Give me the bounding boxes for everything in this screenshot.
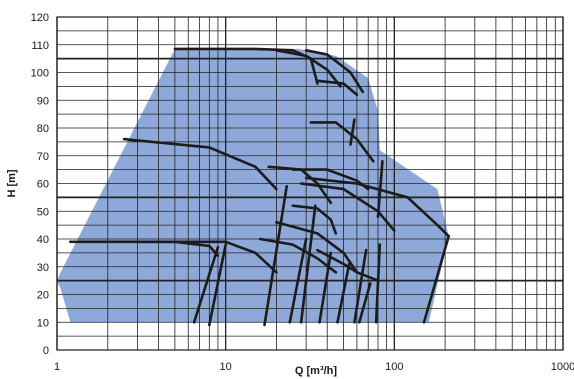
envelope-area-group: [57, 48, 449, 323]
pump-curve: [267, 165, 333, 205]
pump-curve: [316, 79, 359, 96]
y-tick-label: 20: [37, 290, 49, 302]
pump-curve: [304, 176, 450, 238]
pump-curve: [136, 240, 278, 274]
pump-curve: [258, 237, 338, 274]
pump-curve: [122, 137, 278, 191]
x-tick-label: 10: [220, 361, 232, 373]
y-tick-label: 10: [37, 317, 49, 329]
y-tick-label: 110: [31, 40, 49, 52]
grid-group: [56, 16, 564, 351]
pump-curve: [291, 204, 338, 235]
pump-curve: [275, 221, 359, 274]
y-tick-label: 60: [37, 179, 49, 191]
pump-curve: [304, 49, 365, 94]
pump-curve: [349, 118, 356, 146]
y-tick-label: 100: [31, 68, 49, 80]
pump-curve: [173, 47, 319, 85]
pump-curve: [353, 248, 368, 324]
pump-curve: [376, 160, 384, 219]
x-tick-label: 1: [54, 361, 60, 373]
y-tick-label: 40: [37, 234, 49, 246]
pump-curve: [192, 246, 220, 324]
pump-curve: [318, 251, 333, 324]
pump-curve: [299, 182, 396, 232]
pump-curve: [358, 282, 372, 324]
plot-frame: [56, 16, 564, 351]
y-tick-label: 50: [37, 206, 49, 218]
y-axis-label: H [m]: [6, 169, 18, 197]
pump-curve: [299, 204, 317, 324]
y-tick-label: 30: [37, 262, 49, 274]
x-tick-label: 100: [385, 361, 403, 373]
x-tick-label: 1000: [551, 361, 574, 373]
y-tick-label: 80: [37, 123, 49, 135]
pump-curve: [336, 262, 351, 324]
pump-curves-group: [69, 47, 450, 327]
pump-curve: [275, 49, 342, 88]
pump-curve: [69, 240, 220, 257]
pump-curve: [288, 237, 308, 324]
pump-curve: [374, 243, 382, 324]
pump-curve: [208, 243, 227, 327]
y-tick-label: 0: [43, 345, 49, 357]
y-tick-label: 90: [37, 95, 49, 107]
pump-curve: [422, 234, 450, 324]
y-tick-label: 120: [31, 12, 49, 24]
pump-curve: [263, 185, 288, 327]
x-axis-label: Q [m³/h]: [295, 365, 337, 377]
pump-curve: [309, 121, 375, 163]
operating-envelope-area: [57, 48, 449, 323]
y-tick-label: 70: [37, 151, 49, 163]
